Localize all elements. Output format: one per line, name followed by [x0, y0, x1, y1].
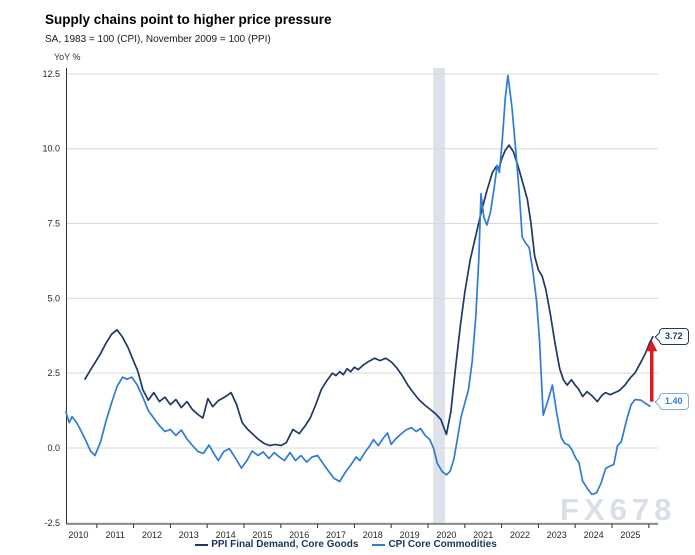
- page-title: Supply chains point to higher price pres…: [45, 12, 332, 27]
- x-tick-label: 2014: [216, 530, 236, 540]
- x-tick-label: 2021: [473, 530, 493, 540]
- y-tick-label: -2.5: [44, 518, 60, 528]
- y-tick-label: 0.0: [47, 443, 60, 453]
- legend-item-ppi: PPI Final Demand, Core Goods: [195, 539, 358, 550]
- x-tick-label: 2025: [620, 530, 640, 540]
- x-tick-label: 2024: [584, 530, 604, 540]
- y-tick-label: 12.5: [42, 69, 60, 79]
- y-tick-label: 2.5: [47, 368, 60, 378]
- recession-band: [433, 68, 445, 524]
- x-tick-label: 2023: [547, 530, 567, 540]
- watermark-logo: FX678: [560, 492, 677, 527]
- x-tick-label: 2019: [400, 530, 420, 540]
- legend-item-cpi: CPI Core Commodities: [372, 539, 497, 550]
- legend: PPI Final Demand, Core Goods CPI Core Co…: [66, 539, 626, 550]
- gridlines: 12.5 10.0 7.5 5.0 2.5 0.0 -2.5: [42, 69, 658, 528]
- cpi-end-value-callout: 1.40: [659, 393, 689, 410]
- x-tick-label: 2010: [68, 530, 88, 540]
- y-tick-label: 10.0: [42, 144, 60, 154]
- ppi-end-value-callout: 3.72: [659, 328, 689, 345]
- y-axis-unit-label: YoY %: [54, 52, 81, 62]
- legend-label-ppi: PPI Final Demand, Core Goods: [211, 539, 359, 550]
- x-tick-label: 2011: [106, 530, 125, 540]
- chart-subtitle: SA, 1983 = 100 (CPI), November 2009 = 10…: [45, 34, 271, 45]
- y-tick-label: 5.0: [47, 293, 60, 303]
- x-tick-label: 2018: [363, 530, 383, 540]
- x-tick-label: 2022: [510, 530, 530, 540]
- series-line-cpi: [65, 74, 651, 496]
- x-tick-label: 2016: [289, 530, 309, 540]
- x-tick-label: 2013: [179, 530, 199, 540]
- x-tick-label: 2015: [252, 530, 272, 540]
- x-tick-label: 2017: [326, 530, 346, 540]
- legend-label-cpi: CPI Core Commodities: [388, 539, 497, 550]
- x-tick-label: 2020: [436, 530, 456, 540]
- series-line-ppi: [84, 144, 654, 447]
- cpi-line-swatch: [372, 543, 386, 546]
- ppi-line-swatch: [195, 543, 209, 546]
- trend-arrow: [646, 340, 658, 402]
- x-tick-label: 2012: [142, 530, 162, 540]
- y-tick-label: 7.5: [47, 219, 60, 229]
- axes: 2010 2011 2012 2013 2014 2015 2016 2017 2018 2019…: [66, 68, 658, 540]
